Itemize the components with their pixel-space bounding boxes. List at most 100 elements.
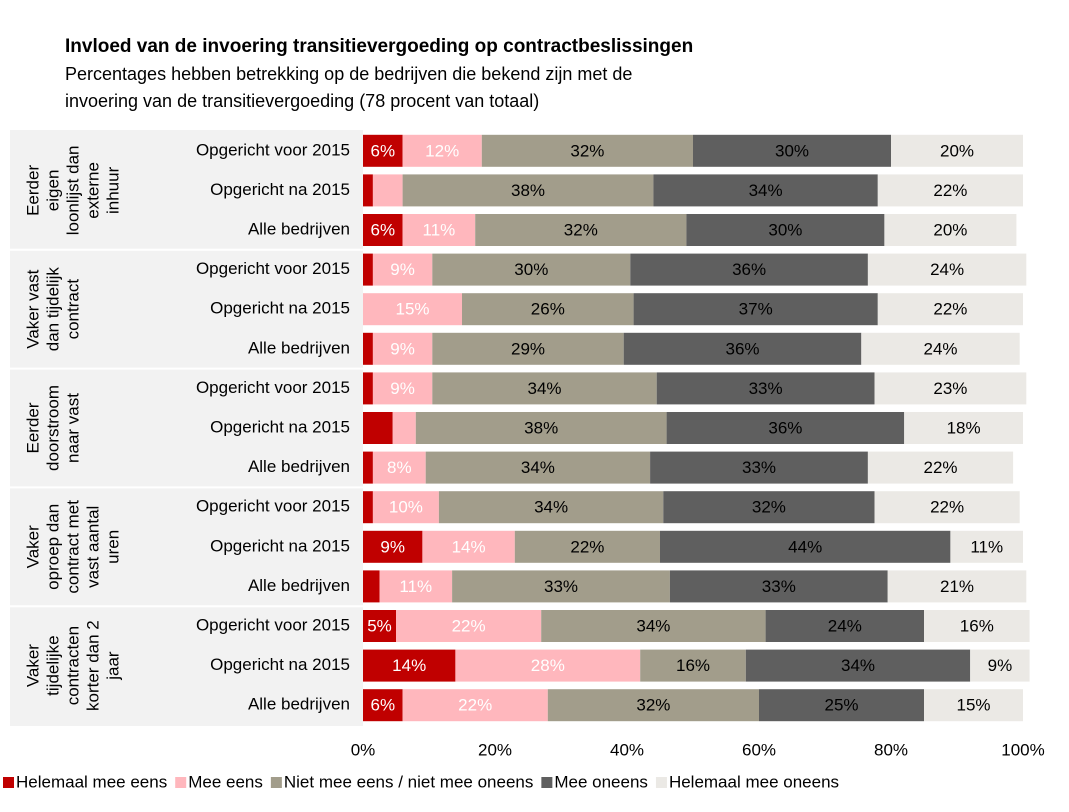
bar-segment	[402, 134, 482, 167]
bar-segment	[432, 332, 624, 365]
bar-segment	[666, 412, 905, 444]
data-label: 30%	[514, 260, 548, 279]
bar-segment	[455, 649, 641, 682]
bar-segment	[379, 570, 453, 603]
data-label: 37%	[739, 300, 773, 319]
chart-title: Invloed van de invoering transitievergoe…	[65, 36, 693, 57]
data-label: 36%	[768, 418, 802, 437]
data-label: 34%	[841, 656, 875, 675]
data-label: 15%	[395, 300, 429, 319]
bar-segment	[415, 412, 667, 444]
group-label-line: korter dan 2	[83, 620, 102, 711]
bar-segment	[640, 649, 746, 682]
bar-segment	[867, 451, 1014, 484]
bar-segment	[402, 214, 476, 246]
data-label: 32%	[636, 696, 670, 715]
bar-segment	[432, 253, 631, 286]
bar-segment	[924, 610, 1030, 642]
group-label-line: dan tijdelijk	[43, 267, 62, 352]
data-label: 25%	[824, 696, 858, 715]
group-label-line: tijdelijke	[43, 635, 62, 695]
bar-segment	[693, 134, 891, 167]
group-label-line: Vaker vast	[23, 269, 42, 348]
data-label: 10%	[389, 498, 423, 517]
data-label: 22%	[930, 498, 964, 517]
data-label: 36%	[732, 260, 766, 279]
bar-segment	[745, 649, 971, 682]
data-label: 30%	[775, 141, 809, 160]
data-label: 14%	[392, 656, 426, 675]
bar-segment	[623, 332, 862, 365]
bar-segment	[874, 491, 1020, 524]
y-tick-label: Alle bedrijven	[248, 576, 350, 595]
data-label: 9%	[390, 379, 415, 398]
group-label-line: eigen	[43, 170, 62, 212]
bar-segment	[372, 332, 433, 365]
y-tick-label: Opgericht voor 2015	[196, 615, 350, 634]
bar-segment	[363, 412, 393, 444]
group-label: Eerder eigen loonlijst dan externe inhuur	[23, 146, 122, 236]
group-label-line: loonlijst dan	[63, 146, 82, 236]
bar-segment	[402, 689, 548, 722]
data-label: 22%	[933, 181, 967, 200]
data-label: 34%	[521, 458, 555, 477]
data-label: 22%	[570, 537, 604, 556]
data-label: 32%	[752, 498, 786, 517]
y-tick-label: Opgericht na 2015	[210, 417, 350, 436]
bar-segment	[663, 491, 875, 524]
bar-segment	[660, 530, 951, 563]
bar-segment	[363, 570, 380, 603]
data-label: 16%	[676, 656, 710, 675]
group-label-line: externe	[83, 162, 102, 219]
data-label: 32%	[564, 220, 598, 239]
bar-segment	[759, 689, 924, 722]
bar-segment	[884, 214, 1017, 246]
legend-swatch	[3, 777, 14, 788]
y-tick-label: Opgericht voor 2015	[196, 140, 350, 159]
data-label: 9%	[390, 260, 415, 279]
bar-segment	[481, 134, 693, 167]
group-label-line: contract	[63, 279, 82, 340]
data-label: 16%	[960, 616, 994, 635]
bar-segment	[372, 491, 439, 524]
legend-swatch	[655, 777, 667, 788]
data-label: 20%	[933, 220, 967, 239]
data-label: 36%	[725, 339, 759, 358]
bar-segment	[363, 610, 396, 642]
y-tick-label: Opgericht na 2015	[210, 180, 350, 199]
legend-label: Mee oneens	[554, 772, 648, 791]
bar-segment	[904, 412, 1023, 444]
bar-segment	[402, 174, 654, 207]
data-label: 26%	[531, 300, 565, 319]
data-label: 22%	[458, 696, 492, 715]
bar-segment	[363, 293, 462, 326]
bar-segment	[372, 174, 403, 207]
x-tick-label: 80%	[874, 740, 908, 759]
legend-swatch	[270, 777, 282, 788]
bar-segment	[363, 530, 423, 563]
bar-segment	[541, 610, 766, 642]
bar-segment	[656, 372, 875, 405]
bar-segment	[887, 570, 1027, 603]
data-label: 6%	[371, 141, 396, 160]
data-label: 33%	[742, 458, 776, 477]
data-label: 28%	[531, 656, 565, 675]
group-label-line: Vaker	[23, 525, 42, 568]
data-label: 38%	[511, 181, 545, 200]
data-label: 11%	[423, 220, 456, 239]
data-label: 12%	[425, 141, 459, 160]
bar-segment	[686, 214, 885, 246]
bar-segment	[653, 174, 878, 207]
data-label: 18%	[947, 418, 981, 437]
x-tick-label: 0%	[351, 740, 376, 759]
label-panel	[10, 130, 363, 726]
y-tick-label: Opgericht voor 2015	[196, 259, 350, 278]
data-label: 23%	[933, 379, 967, 398]
bar-segment	[363, 253, 373, 286]
data-label: 24%	[923, 339, 957, 358]
x-tick-label: 60%	[742, 740, 776, 759]
bar-segment	[432, 372, 657, 405]
data-label: 20%	[940, 141, 974, 160]
bar-segment	[363, 649, 456, 682]
